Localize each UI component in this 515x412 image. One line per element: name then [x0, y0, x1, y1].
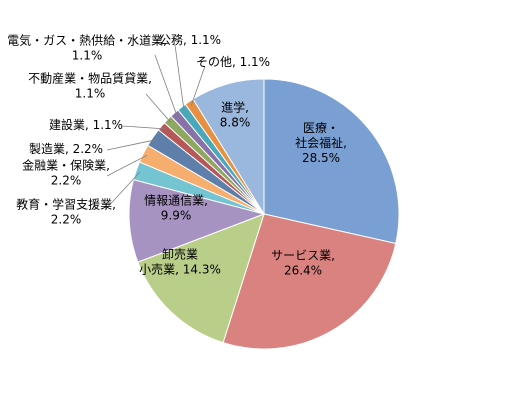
slice-label-情報通信業: 情報通信業, 9.9%	[144, 194, 208, 223]
slice-label-line: 小売業, 14.3%	[139, 262, 221, 277]
slice-labels: 医療・社会福祉, 28.5% サービス業, 26.4% 卸売業小売業, 14.3% 情報通…	[7, 33, 347, 278]
slice-label-line: 1.1%	[75, 87, 106, 101]
leader-line-電気-ガス-熱供給-水道業	[154, 54, 178, 117]
slice-label-進学: 進学, 8.8%	[220, 100, 251, 130]
slice-label-line: 金融業・保険業,	[22, 158, 110, 173]
slice-label-line: 8.8%	[220, 116, 251, 130]
slice-label-line: 1.1%	[72, 49, 103, 63]
leader-line-不動産業-物品賃貸業	[145, 93, 171, 123]
slice-label-不動産業-物品賃貸業: 不動産業・物品賃貸業, 1.1%	[28, 71, 152, 101]
slice-label-公務: 公務, 1.1%	[159, 33, 221, 47]
slice-label-line: 2.2%	[51, 174, 82, 188]
slice-label-サービス業: サービス業, 26.4%	[271, 249, 335, 278]
slice-label-line: サービス業,	[271, 249, 335, 263]
slice-label-金融業-保険業: 金融業・保険業, 2.2%	[22, 158, 110, 188]
slice-label-line: 進学,	[221, 100, 249, 115]
slice-label-その他: その他, 1.1%	[196, 55, 270, 69]
pie-slices	[128, 78, 400, 350]
slice-label-製造業: 製造業, 2.2%	[29, 142, 103, 156]
slice-label-line: 建設業, 1.1%	[49, 117, 123, 132]
slice-label-line: 情報通信業,	[144, 194, 208, 208]
slice-label-line: 電気・ガス・熱供給・水道業,	[7, 33, 167, 48]
slice-label-医療-社会福祉: 医療・社会福祉, 28.5%	[295, 121, 347, 165]
slice-label-電気-ガス-熱供給-水道業: 電気・ガス・熱供給・水道業, 1.1%	[7, 33, 167, 63]
slice-label-line: 2.2%	[51, 213, 82, 227]
slice-label-line: 製造業, 2.2%	[29, 142, 103, 156]
leader-line-金融業-保険業	[106, 154, 148, 177]
slice-label-line: 不動産業・物品賃貸業,	[28, 71, 152, 86]
slice-label-line: 26.4%	[284, 264, 322, 278]
slice-label-line: 9.9%	[161, 209, 192, 223]
leader-line-その他	[191, 65, 206, 106]
slice-label-line: 医療・	[303, 121, 339, 135]
pie-slice-卸売業小売業	[137, 213, 265, 344]
leader-line-教育-学習支援業	[104, 171, 141, 211]
slice-label-line: 公務, 1.1%	[159, 33, 221, 47]
pie-slice-医療-社会福祉	[263, 78, 400, 245]
slice-label-教育-学習支援業: 教育・学習支援業, 2.2%	[16, 197, 116, 227]
leader-line-公務	[174, 44, 185, 111]
slice-label-line: その他, 1.1%	[196, 55, 270, 69]
leader-lines	[104, 44, 206, 211]
slice-label-line: 社会福祉,	[295, 135, 347, 150]
slice-label-line: 教育・学習支援業,	[16, 197, 116, 212]
slice-label-line: 卸売業	[162, 247, 198, 262]
leader-line-建設業	[122, 125, 165, 130]
pie-slice-情報通信業	[128, 178, 266, 263]
slice-label-line: 28.5%	[302, 151, 340, 165]
slice-label-建設業: 建設業, 1.1%	[49, 117, 123, 132]
slice-label-卸売業小売業: 卸売業小売業, 14.3%	[139, 247, 221, 277]
leader-line-製造業	[106, 139, 157, 151]
pie-slice-サービス業	[222, 213, 397, 350]
